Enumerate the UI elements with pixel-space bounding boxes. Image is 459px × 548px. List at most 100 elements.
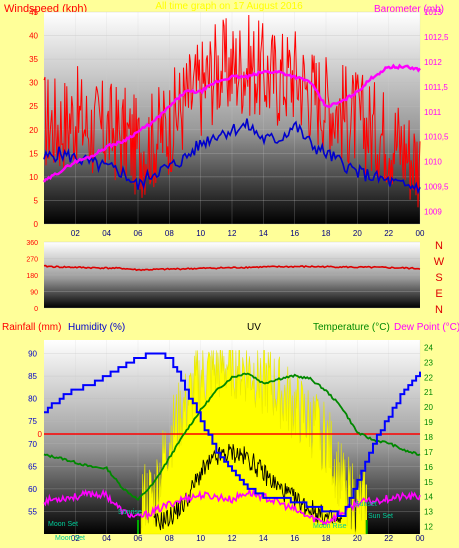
wind-x-tick: 00 <box>416 229 425 238</box>
dewpoint-line <box>43 487 421 526</box>
rain-x-tick: 20 <box>353 534 362 543</box>
wind-y-ticks: 0 5 10 15 20 25 30 35 40 45 <box>29 8 38 229</box>
wind-y-tick: 0 <box>34 220 39 229</box>
wind-y-tick: 20 <box>29 126 38 135</box>
barometer-y-tick: 1012,5 <box>424 33 449 42</box>
astronomy-annotations: Moon Set Moon Set Sunrise Sunset Moon Rise Su… <box>48 501 393 542</box>
direction-y-ticks: 0 90 180 270 360 <box>26 240 38 313</box>
rain-x-tick: 00 <box>416 534 425 543</box>
wind-y-tick: 40 <box>29 32 38 41</box>
temp-y-ticks: 12 13 14 15 16 17 18 19 20 21 22 23 24 <box>424 343 433 531</box>
sunset-label: Sunset <box>355 501 377 508</box>
wind-y-tick: 15 <box>29 149 38 158</box>
rain-x-tick: 12 <box>228 534 237 543</box>
dewpoint-label: Dew Point (°C) <box>394 322 459 333</box>
direction-y-tick: 270 <box>26 257 38 264</box>
wind-series <box>42 14 421 208</box>
wind-x-tick: 06 <box>134 229 143 238</box>
rain-x-tick: 02 <box>71 534 80 543</box>
temp-y-tick: 21 <box>424 388 433 397</box>
moon-set-label: Moon Set <box>48 521 78 528</box>
temp-y-tick: 14 <box>424 493 433 502</box>
temperature-line <box>43 372 421 501</box>
direction-y-tick: 0 <box>34 306 38 313</box>
temp-y-tick: 18 <box>424 433 433 442</box>
barometer-axis-label: Barometer (mb) <box>374 4 444 15</box>
barometer-y-tick: 1009,5 <box>424 183 449 192</box>
direction-y-tick: 180 <box>26 273 38 280</box>
direction-y-tick: 90 <box>30 290 38 297</box>
wind-y-tick: 45 <box>29 8 38 17</box>
wind-x-tick: 20 <box>353 229 362 238</box>
rain-x-ticks: 02 04 06 08 10 12 14 16 18 20 22 00 <box>71 534 425 543</box>
wind-x-tick: 02 <box>71 229 80 238</box>
wind-plot-area <box>44 12 420 224</box>
wind-x-tick: 04 <box>102 229 111 238</box>
rain-series <box>43 350 421 537</box>
wind-y-tick: 10 <box>29 173 38 182</box>
humidity-y-tick: 80 <box>28 395 37 404</box>
temp-y-tick: 17 <box>424 448 433 457</box>
direction-y-tick: 360 <box>26 240 38 247</box>
direction-line <box>43 264 421 272</box>
temp-y-tick: 20 <box>424 403 433 412</box>
temp-y-tick: 16 <box>424 463 433 472</box>
temp-y-tick: 22 <box>424 373 433 382</box>
humidity-y-ticks: 55 60 65 70 75 80 85 90 0 <box>28 350 42 517</box>
humidity-y-tick: 90 <box>28 350 37 359</box>
humidity-label: Humidity (%) <box>68 322 125 333</box>
wind-y-tick: 35 <box>29 55 38 64</box>
wind-x-tick: 14 <box>259 229 268 238</box>
barometer-y-tick: 1011,5 <box>424 83 448 92</box>
rain-x-tick: 06 <box>134 534 143 543</box>
barometer-y-ticks: 1009 1009,5 1010 1010,5 1011 1011,5 1012 1012,5… <box>424 8 449 217</box>
sunrise-label: Sunrise <box>118 509 142 516</box>
humidity-y-tick: 65 <box>28 462 37 471</box>
rain-y-tick: 0 <box>38 430 43 439</box>
wind-x-tick: 18 <box>322 229 331 238</box>
uv-area <box>140 350 367 537</box>
temp-y-tick: 19 <box>424 418 433 427</box>
humidity-y-tick: 55 <box>28 507 37 516</box>
wind-x-tick: 22 <box>384 229 393 238</box>
rain-x-tick: 14 <box>259 534 268 543</box>
direction-grid <box>44 241 420 309</box>
barometer-y-tick: 1013 <box>424 8 442 17</box>
barometer-y-tick: 1009 <box>424 208 442 217</box>
wind-gust-line <box>43 14 421 208</box>
rain-x-tick: 16 <box>290 534 299 543</box>
wind-x-tick: 08 <box>165 229 174 238</box>
barometer-y-tick: 1010,5 <box>424 133 449 142</box>
wind-x-tick: 16 <box>290 229 299 238</box>
rain-x-tick: 22 <box>384 534 393 543</box>
humidity-y-tick: 70 <box>28 440 37 449</box>
humidity-line <box>44 352 421 517</box>
humidity-y-tick: 75 <box>28 417 37 426</box>
temperature-label: Temperature (°C) <box>313 322 390 333</box>
wind-average-line <box>43 118 421 195</box>
barometer-y-tick: 1012 <box>424 58 442 67</box>
temp-y-tick: 23 <box>424 358 433 367</box>
moon-set-label-2: Moon Set <box>55 535 85 542</box>
rain-x-tick: 10 <box>196 534 205 543</box>
temp-y-tick: 13 <box>424 508 433 517</box>
temp-y-tick: 15 <box>424 478 433 487</box>
compass-letter: S <box>435 272 442 284</box>
temp-y-tick: 24 <box>424 343 433 352</box>
rain-x-tick: 04 <box>102 534 111 543</box>
rain-x-tick: 08 <box>165 534 174 543</box>
direction-series <box>43 264 421 272</box>
wind-x-tick: 10 <box>196 229 205 238</box>
uv-label: UV <box>247 322 261 333</box>
wind-x-tick: 12 <box>228 229 237 238</box>
barometer-y-tick: 1010 <box>424 158 442 167</box>
wind-y-tick: 5 <box>34 196 39 205</box>
chart-title: All time graph on 17 August 2016 <box>155 1 303 12</box>
barometer-line <box>42 63 421 183</box>
humidity-y-tick: 85 <box>28 372 37 381</box>
wind-x-ticks: 02 04 06 08 10 12 14 16 18 20 22 00 <box>71 229 425 238</box>
wind-y-tick: 25 <box>29 102 38 111</box>
